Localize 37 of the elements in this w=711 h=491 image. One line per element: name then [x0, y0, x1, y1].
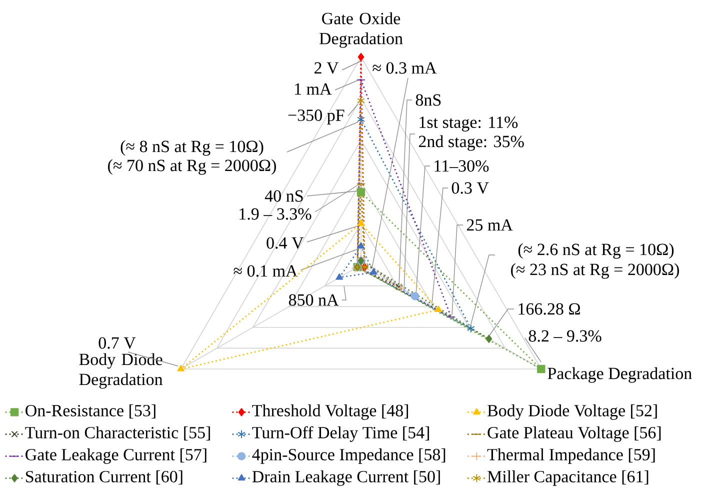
spoke-label: Body Diode Degradation — [79, 353, 163, 389]
text: 1.9 – 3.3% — [240, 208, 312, 220]
legend-label: Drain Leakage Current [50] — [252, 470, 440, 486]
text: 0.4 V — [266, 237, 304, 249]
legend-label: Thermal Impedance [59] — [487, 448, 655, 464]
text: 2nd stage: 35% — [418, 135, 524, 151]
text: 0.7 V — [98, 337, 136, 349]
text: 40 nS — [264, 190, 303, 202]
spoke-label: Gate Oxide Degradation — [319, 12, 403, 48]
text: (≈ 23 nS at Rg = 2000Ω) — [511, 263, 679, 279]
text: ≈ 0.1 mA — [234, 265, 298, 277]
text: 0.3 V — [452, 182, 489, 194]
text: ≈ 0.3 mA — [372, 62, 437, 74]
legend-label: Body Diode Voltage [52] — [488, 404, 657, 420]
text: 2 V — [314, 62, 339, 74]
text: −350 pF — [288, 110, 344, 124]
text: 25 mA — [466, 219, 513, 231]
legend-label: Turn-Off Delay Time [54] — [252, 426, 429, 442]
legend-label: Miller Capacitance [61] — [488, 470, 648, 486]
text: 8nS — [416, 94, 441, 106]
text: 1 mA — [295, 83, 332, 95]
legend-label: Threshold Voltage [48] — [252, 404, 408, 420]
legend-label: Gate Leakage Current [57] — [26, 448, 206, 464]
legend-label: Saturation Current [60] — [26, 470, 182, 484]
text: 8.2 – 9.3% — [528, 330, 602, 342]
text: (≈ 2.6 nS at Rg = 10Ω) — [518, 243, 674, 259]
text: 1st stage: 11% — [420, 116, 518, 132]
text: 850 nA — [288, 294, 339, 306]
text: (≈ 8 nS at Rg = 10Ω) — [120, 140, 264, 156]
legend-label: On-Resistance [53] — [26, 404, 156, 418]
legend-label: Gate Plateau Voltage [56] — [488, 426, 661, 442]
spoke-label: Package Degradation — [548, 367, 692, 383]
legend-label: Turn-on Characteristic [55] — [25, 426, 210, 440]
legend-label: 4pin-Source Impedance [58] — [252, 448, 446, 464]
text: 166.28 Ω — [518, 303, 580, 315]
text: 11–30% — [434, 160, 489, 172]
text: (≈ 70 nS at Rg = 2000Ω) — [108, 159, 276, 175]
